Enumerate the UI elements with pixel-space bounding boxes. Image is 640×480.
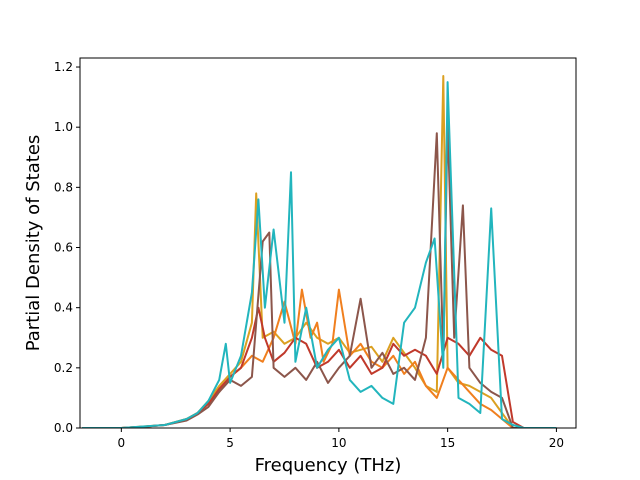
x-tick-label: 0 <box>118 436 126 450</box>
y-axis-ticks: 0.0 0.2 0.4 0.6 0.8 1.0 1.2 <box>54 60 80 435</box>
y-tick-label: 0.8 <box>54 180 73 194</box>
y-axis-label: Partial Density of States <box>23 135 44 352</box>
y-tick-label: 0.6 <box>54 241 73 255</box>
x-tick-label: 5 <box>226 436 234 450</box>
plot-frame <box>79 57 577 429</box>
y-tick-label: 0.4 <box>54 301 73 315</box>
series-layer <box>82 75 557 428</box>
y-tick-label: 0.2 <box>54 361 73 375</box>
x-axis-ticks: 0 5 10 15 20 <box>118 428 564 450</box>
x-axis-label: Frequency (THz) <box>255 455 402 476</box>
x-tick-label: 15 <box>440 436 455 450</box>
x-tick-label: 20 <box>549 436 564 450</box>
series-line-5 <box>82 81 557 428</box>
x-tick-label: 10 <box>331 436 346 450</box>
y-tick-label: 1.2 <box>54 60 73 74</box>
y-tick-label: 0.0 <box>54 421 73 435</box>
y-tick-label: 1.0 <box>54 120 73 134</box>
series-line-3 <box>82 306 557 428</box>
